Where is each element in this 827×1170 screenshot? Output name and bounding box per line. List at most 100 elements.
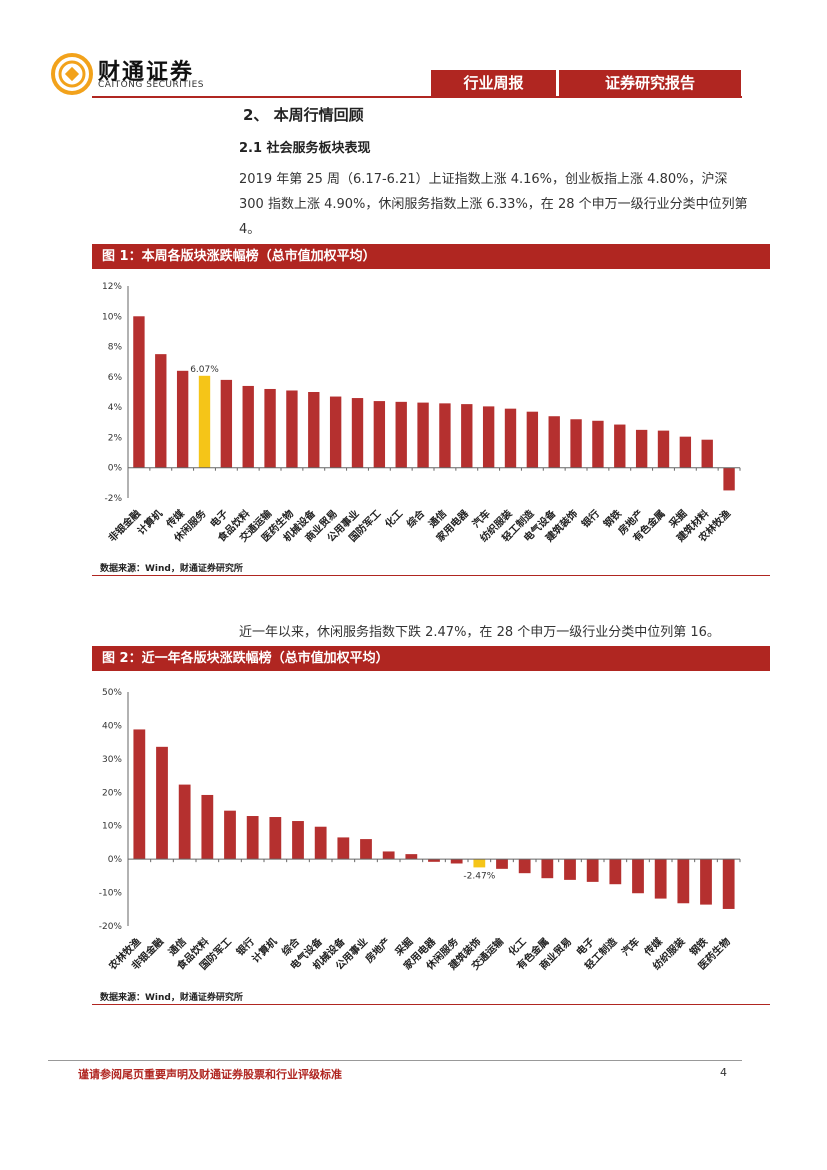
chart1-bar: [201, 794, 214, 860]
header-tabs: 行业周报 证券研究报告: [431, 70, 741, 96]
chart0-ytick-label: 4%: [108, 403, 123, 413]
chart0-ytick-label: 10%: [102, 312, 122, 322]
chart0-bar: [657, 430, 670, 468]
chart1-bar: [541, 859, 554, 879]
figure1-bottom-rule: [92, 575, 770, 576]
chart1-ytick-label: 40%: [102, 721, 122, 731]
chart1-ytick-label: 50%: [102, 688, 122, 698]
figure2-title: 图 2：近一年各版块涨跌幅榜（总市值加权平均）: [92, 646, 770, 671]
chart0-ytick-label: 8%: [108, 343, 123, 353]
chart0-bar: [723, 467, 735, 491]
chart0-bar: [242, 385, 254, 468]
footer-disclaimer: 谨请参阅尾页重要声明及财通证券股票和行业评级标准: [78, 1068, 342, 1081]
chart0-bar: [439, 403, 451, 468]
chart1-bar: [133, 729, 146, 860]
chart1-bar: [564, 859, 576, 880]
logo-icon: [51, 53, 93, 95]
chart1-bar: [632, 859, 644, 894]
chart0-bar: [329, 396, 342, 468]
figure1-source: 数据来源：Wind，财通证券研究所: [100, 564, 243, 574]
chart1-bar: [360, 839, 372, 860]
chart0-category-label: 化工: [382, 507, 405, 530]
chart1-bar: [700, 859, 712, 905]
paragraph-yearly-summary: 近一年以来，休闲服务指数下跌 2.47%，在 28 个申万一级行业分类中位列第 …: [239, 625, 720, 640]
chart1-bar: [405, 854, 418, 860]
chart1-bar: [269, 817, 282, 860]
chart0-bar: [701, 439, 713, 468]
chart1-ytick-label: -20%: [99, 922, 123, 932]
figure1-title: 图 1：本周各版块涨跌幅榜（总市值加权平均）: [92, 244, 770, 269]
chart0-bar: [570, 419, 582, 468]
logo-chinese-name: 财通证券: [98, 60, 195, 85]
chart0-bar: [198, 375, 211, 468]
section-title: 2、 本周行情回顾: [243, 106, 364, 124]
header-divider: [92, 96, 742, 98]
chart0-bar: [417, 402, 429, 468]
chart0-bar: [635, 429, 648, 468]
chart0-bar: [308, 392, 320, 468]
research-report-tab: 证券研究报告: [559, 70, 741, 96]
chart1-bar: [450, 859, 463, 864]
chart0-bar: [220, 379, 233, 468]
chart0-ytick-label: 0%: [108, 464, 123, 474]
chart0-bar: [373, 401, 386, 468]
chart1-category-label: 汽车: [619, 935, 642, 958]
chart0-bar: [133, 316, 145, 468]
chart1-ytick-label: 30%: [102, 755, 122, 765]
chart0-bar: [548, 416, 560, 468]
figure2-source: 数据来源：Wind，财通证券研究所: [100, 993, 243, 1003]
chart1-bar: [156, 746, 168, 860]
chart1-bar: [178, 784, 191, 860]
chart0-bar: [286, 390, 298, 468]
chart0-bar: [679, 436, 692, 468]
chart0-data-label: 6.07%: [190, 365, 219, 375]
chart0-ytick-label: 2%: [108, 433, 123, 443]
chart0-category-label: 银行: [579, 507, 602, 530]
logo-english-name: CAITONG SECURITIES: [98, 80, 204, 90]
chart0-bar: [461, 404, 473, 468]
chart0-bar: [264, 388, 276, 468]
chart1-bar: [428, 859, 440, 862]
company-logo: 财通证券 CAITONG SECURITIES: [50, 52, 230, 96]
chart0-bar: [176, 370, 189, 468]
chart1-bar: [246, 816, 259, 860]
chart0-bar: [526, 411, 539, 468]
paragraph-weekly-summary: 2019 年第 25 周（6.17-6.21）上证指数上涨 4.16%，创业板指…: [239, 172, 748, 237]
chart1-bar: [224, 810, 236, 860]
chart1-bar: [382, 851, 395, 860]
chart0-bar: [482, 406, 495, 468]
chart0-category-label: 计算机: [135, 507, 165, 537]
chart1-bar: [292, 821, 304, 860]
report-type-tab: 行业周报: [431, 70, 556, 96]
chart0-ytick-label: 6%: [108, 373, 123, 383]
chart1-bar: [586, 859, 599, 882]
footer-divider: [48, 1060, 742, 1061]
chart0-bar: [614, 424, 626, 468]
chart1-bar: [473, 859, 486, 868]
chart1-bar: [722, 859, 735, 909]
page-number: 4: [720, 1066, 727, 1079]
chart0-bar: [592, 420, 604, 468]
chart0-category-label: 非银金融: [106, 507, 143, 544]
chart1-ytick-label: 10%: [102, 822, 122, 832]
chart1-bar: [518, 859, 531, 874]
chart1-bar: [496, 859, 508, 869]
chart0-ytick-label: -2%: [104, 494, 122, 504]
chart1-bar: [609, 859, 622, 885]
subsection-title: 2.1 社会服务板块表现: [239, 141, 371, 156]
chart0-bar: [395, 401, 407, 468]
chart1-category-label: 计算机: [249, 935, 279, 965]
chart1-ytick-label: 0%: [108, 855, 123, 865]
chart1-bar: [654, 859, 667, 899]
chart0-bar: [351, 398, 364, 468]
chart1-ytick-label: 20%: [102, 788, 122, 798]
chart0-bar: [504, 408, 517, 468]
chart1-bar: [337, 837, 350, 860]
chart0-ytick-label: 12%: [102, 282, 122, 292]
chart1-data-label: -2.47%: [463, 871, 495, 881]
chart1-bar: [677, 859, 690, 904]
chart1-ytick-label: -10%: [99, 889, 123, 899]
chart0-bar: [155, 354, 167, 468]
chart1-category-label: 房地产: [362, 935, 392, 965]
